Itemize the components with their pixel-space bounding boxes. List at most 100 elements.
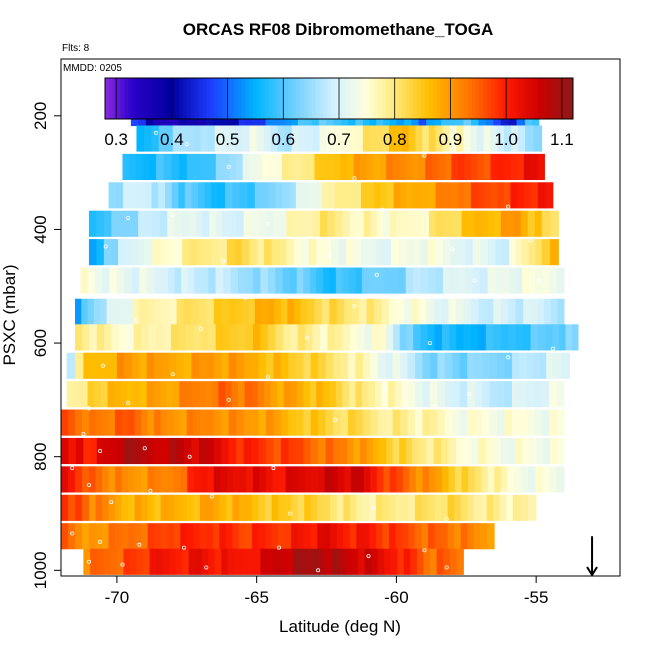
heatmap-cell <box>444 381 453 408</box>
heatmap-cell <box>337 466 345 493</box>
heatmap-cell <box>218 381 226 408</box>
heatmap-cell <box>375 125 383 152</box>
sample-marker <box>100 363 105 368</box>
heatmap-cell <box>384 548 392 575</box>
heatmap-cell <box>309 381 317 408</box>
heatmap-cell <box>519 409 528 436</box>
colorbar-strip <box>526 78 531 119</box>
heatmap-cell <box>361 267 369 294</box>
heatmap-cell <box>456 437 464 465</box>
colorbar-strip <box>264 78 270 119</box>
heatmap-cell <box>403 548 411 575</box>
heatmap-cell <box>124 267 133 294</box>
heatmap-cell <box>509 239 517 266</box>
heatmap-cell <box>310 352 319 379</box>
heatmap-cell <box>173 523 181 550</box>
heatmap-cell <box>303 352 312 379</box>
colorbar-strip <box>534 78 539 119</box>
heatmap-cell <box>527 494 537 521</box>
heatmap-cell <box>428 523 435 550</box>
heatmap-cell <box>396 298 405 325</box>
heatmap-cell <box>275 153 283 181</box>
heatmap-cell <box>442 267 451 294</box>
heatmap-cell <box>175 548 183 575</box>
heatmap-cell <box>273 437 282 465</box>
heatmap-cell <box>508 437 516 465</box>
heatmap-cell <box>199 409 207 436</box>
heatmap-cell <box>133 381 141 408</box>
heatmap-cell <box>388 381 395 408</box>
colorbar-strip <box>303 78 309 119</box>
heatmap-cell <box>305 324 313 351</box>
heatmap-cell <box>476 125 485 152</box>
heatmap-cell <box>474 409 483 436</box>
heatmap-cell <box>402 466 410 493</box>
heatmap-cell <box>472 239 481 266</box>
heatmap-cell <box>428 182 436 209</box>
heatmap-cell <box>457 267 466 294</box>
heatmap-cell <box>341 182 349 209</box>
heatmap-cell <box>369 494 377 521</box>
sample-marker <box>148 488 153 493</box>
date-label: MMDD: 0205 <box>63 63 122 74</box>
heatmap-cell <box>312 324 321 351</box>
heatmap-cell <box>349 523 357 550</box>
sample-marker <box>506 204 511 209</box>
heatmap-cell <box>415 523 422 550</box>
heatmap-cell <box>154 494 162 521</box>
heatmap-cell <box>493 298 502 325</box>
heatmap-cell <box>395 523 403 550</box>
heatmap-cell <box>474 210 482 237</box>
heatmap-cell <box>447 523 455 550</box>
sample-marker <box>332 417 337 422</box>
heatmap-cell <box>420 267 429 294</box>
heatmap-cell <box>559 324 566 351</box>
colorbar-strip <box>155 78 161 119</box>
heatmap-cell <box>411 298 420 325</box>
axes: -70 -65 -60 -55 200 400 600 800 1000 <box>31 58 621 607</box>
heatmap-cell <box>228 409 237 436</box>
heatmap-cell <box>211 182 218 209</box>
heatmap-cell <box>546 352 554 379</box>
heatmap-cell <box>315 182 323 209</box>
heatmap-cell <box>213 298 222 325</box>
heatmap-cell <box>307 153 315 181</box>
heatmap-cell <box>129 153 137 181</box>
heatmap-cell <box>171 153 180 181</box>
heatmap-cell <box>186 125 195 152</box>
colorbar-strip <box>284 78 289 119</box>
heatmap-cell <box>292 548 300 575</box>
heatmap-cell <box>323 239 332 266</box>
heatmap-cell <box>450 239 459 266</box>
heatmap-cell <box>437 352 446 379</box>
sample-marker <box>98 448 103 453</box>
heatmap-cell <box>509 267 517 294</box>
heatmap-cell <box>441 437 449 465</box>
heatmap-cell <box>81 466 90 493</box>
heatmap-cell <box>349 494 357 521</box>
heatmap-cell <box>362 523 370 550</box>
heatmap-cell <box>429 352 438 379</box>
heatmap-cell <box>66 352 76 379</box>
sample-marker <box>137 542 142 547</box>
heatmap-cell <box>349 210 358 237</box>
heatmap-cell <box>222 210 230 237</box>
heatmap-cell <box>256 125 265 152</box>
colorbar-strip <box>105 78 110 119</box>
heatmap-cell <box>541 267 550 294</box>
heatmap-cell <box>523 298 531 325</box>
heatmap-cell <box>485 298 494 325</box>
heatmap-cell <box>522 239 530 266</box>
heatmap-cell <box>156 548 163 575</box>
heatmap-cell <box>228 352 237 379</box>
heatmap-cell <box>465 267 474 294</box>
heatmap-cell <box>549 381 558 408</box>
heatmap-cell <box>470 153 478 181</box>
heatmap-cell <box>435 182 444 209</box>
heatmap-cell <box>539 352 547 379</box>
heatmap-cell <box>104 324 112 351</box>
heatmap-cell <box>271 523 279 550</box>
heatmap-cell <box>141 466 149 493</box>
heatmap-cell <box>169 548 176 575</box>
colorbar-strip <box>331 78 336 119</box>
